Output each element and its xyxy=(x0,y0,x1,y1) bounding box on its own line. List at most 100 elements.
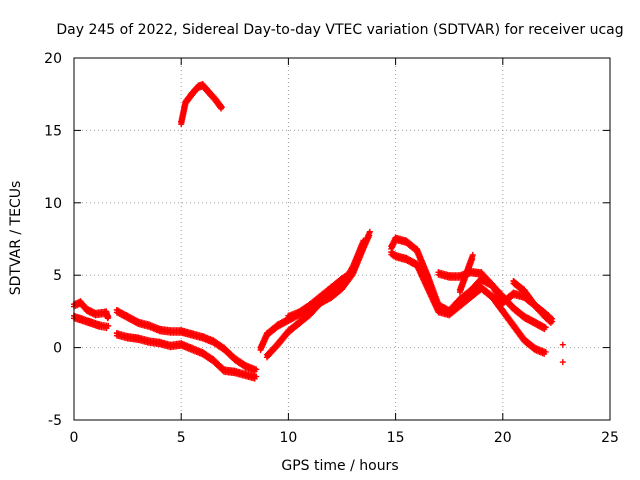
data-point xyxy=(199,333,206,340)
data-point xyxy=(206,88,213,95)
data-point xyxy=(199,81,206,88)
plot-area xyxy=(71,81,566,382)
data-point xyxy=(489,292,496,299)
y-tick-label: 10 xyxy=(44,196,62,212)
data-point xyxy=(285,312,292,319)
data-point xyxy=(263,351,270,358)
data-point xyxy=(531,344,538,351)
data-point xyxy=(478,283,485,290)
data-point xyxy=(253,373,260,380)
x-tick-label: 10 xyxy=(279,430,297,446)
data-point xyxy=(231,354,238,361)
plot-frame xyxy=(73,57,611,421)
data-point xyxy=(124,333,131,340)
data-point xyxy=(218,104,225,111)
data-point xyxy=(542,324,549,331)
data-point xyxy=(521,286,528,293)
data-point xyxy=(210,337,217,344)
data-point xyxy=(113,306,120,313)
data-point xyxy=(263,330,270,337)
data-point xyxy=(339,275,345,282)
data-point xyxy=(531,301,538,308)
data-point xyxy=(105,314,112,321)
data-point xyxy=(403,237,410,244)
y-axis-label: SDTVAR / TECUs xyxy=(8,181,24,296)
series-track-14 xyxy=(559,341,566,348)
data-point xyxy=(167,341,174,348)
data-point xyxy=(113,330,120,337)
series-track-12 xyxy=(456,251,476,296)
data-point xyxy=(83,305,90,312)
data-point xyxy=(146,321,153,328)
series-track-4 xyxy=(113,330,260,382)
data-point xyxy=(531,318,538,325)
data-point xyxy=(435,306,442,313)
data-point xyxy=(542,348,549,355)
data-point xyxy=(446,309,453,316)
data-point xyxy=(257,344,264,351)
x-tick-label: 20 xyxy=(494,430,512,446)
data-point xyxy=(135,318,142,325)
data-point xyxy=(489,280,496,287)
data-point xyxy=(182,98,189,105)
data-point xyxy=(510,321,517,328)
track-marker xyxy=(218,105,225,112)
data-point xyxy=(542,309,549,316)
data-point xyxy=(549,315,556,322)
data-point xyxy=(242,361,249,368)
data-point xyxy=(510,277,517,284)
data-point xyxy=(349,267,356,274)
data-point xyxy=(403,254,410,261)
series-track-5 xyxy=(178,81,225,128)
data-point xyxy=(510,289,517,296)
series-track-2 xyxy=(71,312,112,332)
data-point xyxy=(456,286,463,293)
data-point xyxy=(456,272,463,279)
data-point xyxy=(88,318,95,325)
data-point xyxy=(446,272,453,279)
data-point xyxy=(92,309,99,316)
data-point xyxy=(317,292,324,299)
data-point xyxy=(360,237,367,244)
data-point xyxy=(510,304,517,311)
data-point xyxy=(306,301,313,308)
data-point xyxy=(521,312,528,319)
data-point xyxy=(146,337,153,344)
data-point xyxy=(456,301,463,308)
data-point xyxy=(178,340,185,347)
data-point xyxy=(135,334,142,341)
data-point xyxy=(221,366,228,373)
data-point xyxy=(212,95,219,102)
data-point xyxy=(467,292,474,299)
y-tick-label: 20 xyxy=(44,51,62,67)
data-point xyxy=(499,306,506,313)
x-tick-label: 0 xyxy=(70,430,79,446)
data-point xyxy=(105,322,112,329)
data-point xyxy=(188,330,195,337)
data-point xyxy=(559,341,566,348)
data-point xyxy=(559,359,566,366)
data-point xyxy=(456,295,463,302)
y-tick-label: 5 xyxy=(53,268,62,284)
data-point xyxy=(178,327,185,334)
data-point xyxy=(463,269,470,276)
x-tick-label: 25 xyxy=(601,430,619,446)
axis-ticks: 0 5 10 15 20 25 -5 0 5 10 15 20 xyxy=(44,51,619,446)
data-point xyxy=(285,327,292,334)
data-point xyxy=(435,269,442,276)
data-point xyxy=(388,249,395,256)
series-track-8 xyxy=(285,267,356,322)
series-track-10 xyxy=(388,249,549,357)
data-point xyxy=(188,89,195,96)
series-track-15 xyxy=(559,359,566,366)
data-point xyxy=(199,348,206,355)
series-track-3 xyxy=(113,306,260,375)
data-point xyxy=(242,370,249,377)
data-point xyxy=(167,327,174,334)
data-point xyxy=(253,366,260,373)
data-point xyxy=(388,243,395,250)
data-point xyxy=(467,286,474,293)
data-point xyxy=(478,269,485,276)
data-point xyxy=(414,246,421,253)
